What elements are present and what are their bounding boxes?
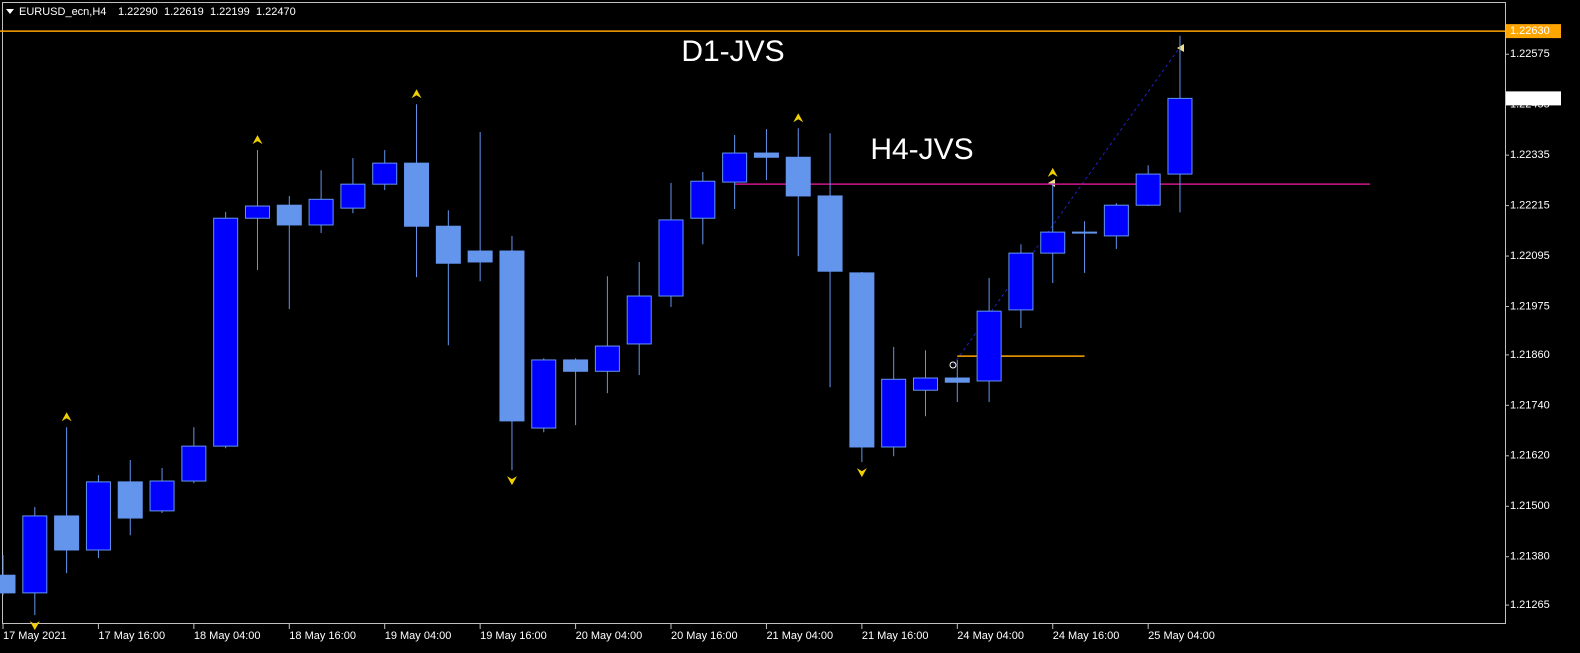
y-tick-label: 1.21380	[1510, 551, 1550, 563]
candle-body	[276, 204, 302, 226]
fractal-down	[506, 476, 517, 486]
bid-label: 1.22470	[1510, 92, 1550, 104]
dropdown-icon[interactable]	[6, 9, 14, 14]
candle-body	[626, 295, 652, 345]
fractal-up	[252, 135, 263, 145]
candle-body	[340, 183, 366, 209]
candle-body	[22, 515, 48, 594]
header-high: 1.22619	[164, 6, 204, 18]
level-name: D1-JVS	[681, 35, 784, 68]
fractal-up	[1047, 167, 1058, 177]
candle-body	[1040, 231, 1066, 254]
x-tick-label: 21 May 04:00	[766, 630, 833, 642]
y-tick-label: 1.22215	[1510, 200, 1550, 212]
candle-body	[690, 180, 716, 219]
y-tick-label: 1.22095	[1510, 250, 1550, 262]
candle-body	[149, 480, 175, 512]
candle-body	[785, 156, 811, 197]
candle-body	[85, 481, 111, 551]
level-price-label: 1.22630	[1510, 25, 1550, 37]
header-open: 1.22290	[118, 6, 158, 18]
x-tick-label: 25 May 04:00	[1148, 630, 1215, 642]
candle-body	[944, 377, 970, 383]
candle-body	[881, 378, 907, 448]
bid-box	[1506, 91, 1561, 106]
candle-body	[54, 515, 80, 551]
fractal-up	[793, 113, 804, 123]
candle-body	[563, 359, 589, 372]
candle-body	[244, 205, 270, 219]
candle-body	[499, 250, 525, 422]
candle-body	[117, 481, 143, 519]
x-tick-label: 20 May 16:00	[671, 630, 738, 642]
x-tick-label: 24 May 16:00	[1053, 630, 1120, 642]
candle-body	[912, 377, 938, 391]
candle-body	[213, 217, 239, 447]
y-tick-label: 1.21620	[1510, 450, 1550, 462]
y-tick-label: 1.22575	[1510, 48, 1550, 60]
candle-body	[1072, 231, 1098, 234]
x-tick-label: 18 May 16:00	[289, 630, 356, 642]
x-tick-label: 17 May 16:00	[98, 630, 165, 642]
y-tick-label: 1.21265	[1510, 599, 1550, 611]
fractal-down	[29, 621, 40, 631]
fractal-down	[856, 468, 867, 478]
candle-body	[181, 445, 207, 482]
fractal-up	[61, 412, 72, 422]
candle-body	[1103, 204, 1129, 237]
plot-border	[2, 2, 1506, 624]
y-tick-label: 1.21975	[1510, 300, 1550, 312]
trendline-anchor	[949, 361, 957, 369]
candle-body	[594, 345, 620, 372]
candle-body	[372, 162, 398, 185]
x-tick-label: 18 May 04:00	[194, 630, 261, 642]
candle-body	[1135, 173, 1161, 206]
y-tick-label: 1.21740	[1510, 399, 1550, 411]
x-tick-label: 24 May 04:00	[957, 630, 1024, 642]
x-tick-label: 19 May 04:00	[385, 630, 452, 642]
x-tick-label: 20 May 04:00	[576, 630, 643, 642]
y-tick-label: 1.22335	[1510, 149, 1550, 161]
candle-body	[435, 225, 461, 264]
symbol: EURUSD_ecn,H4	[19, 6, 106, 18]
candle-body	[467, 250, 493, 263]
candle-body	[0, 574, 16, 594]
candle-body	[308, 198, 334, 226]
candle-body	[849, 272, 875, 448]
y-tick-label: 1.21860	[1510, 349, 1550, 361]
candle-body	[753, 152, 779, 158]
y-tick-label: 1.21500	[1510, 500, 1550, 512]
candle-body	[976, 310, 1002, 382]
candle-body	[531, 359, 557, 429]
level-name: H4-JVS	[870, 133, 973, 166]
candle-body	[1167, 97, 1193, 175]
x-tick-label: 21 May 16:00	[862, 630, 929, 642]
candle-body	[817, 195, 843, 272]
trendline-marker	[1177, 44, 1184, 52]
trendline-marker	[1048, 179, 1055, 187]
candle-body	[658, 219, 684, 297]
trendline	[952, 46, 1181, 366]
candle-body	[1008, 252, 1034, 311]
fractal-up	[411, 89, 422, 99]
x-tick-label: 17 May 2021	[3, 630, 67, 642]
candle-body	[404, 162, 430, 227]
header-low: 1.22199	[210, 6, 250, 18]
level-price-box	[1506, 24, 1561, 39]
candle-body	[722, 152, 748, 183]
x-tick-label: 19 May 16:00	[480, 630, 547, 642]
header-close: 1.22470	[256, 6, 296, 18]
